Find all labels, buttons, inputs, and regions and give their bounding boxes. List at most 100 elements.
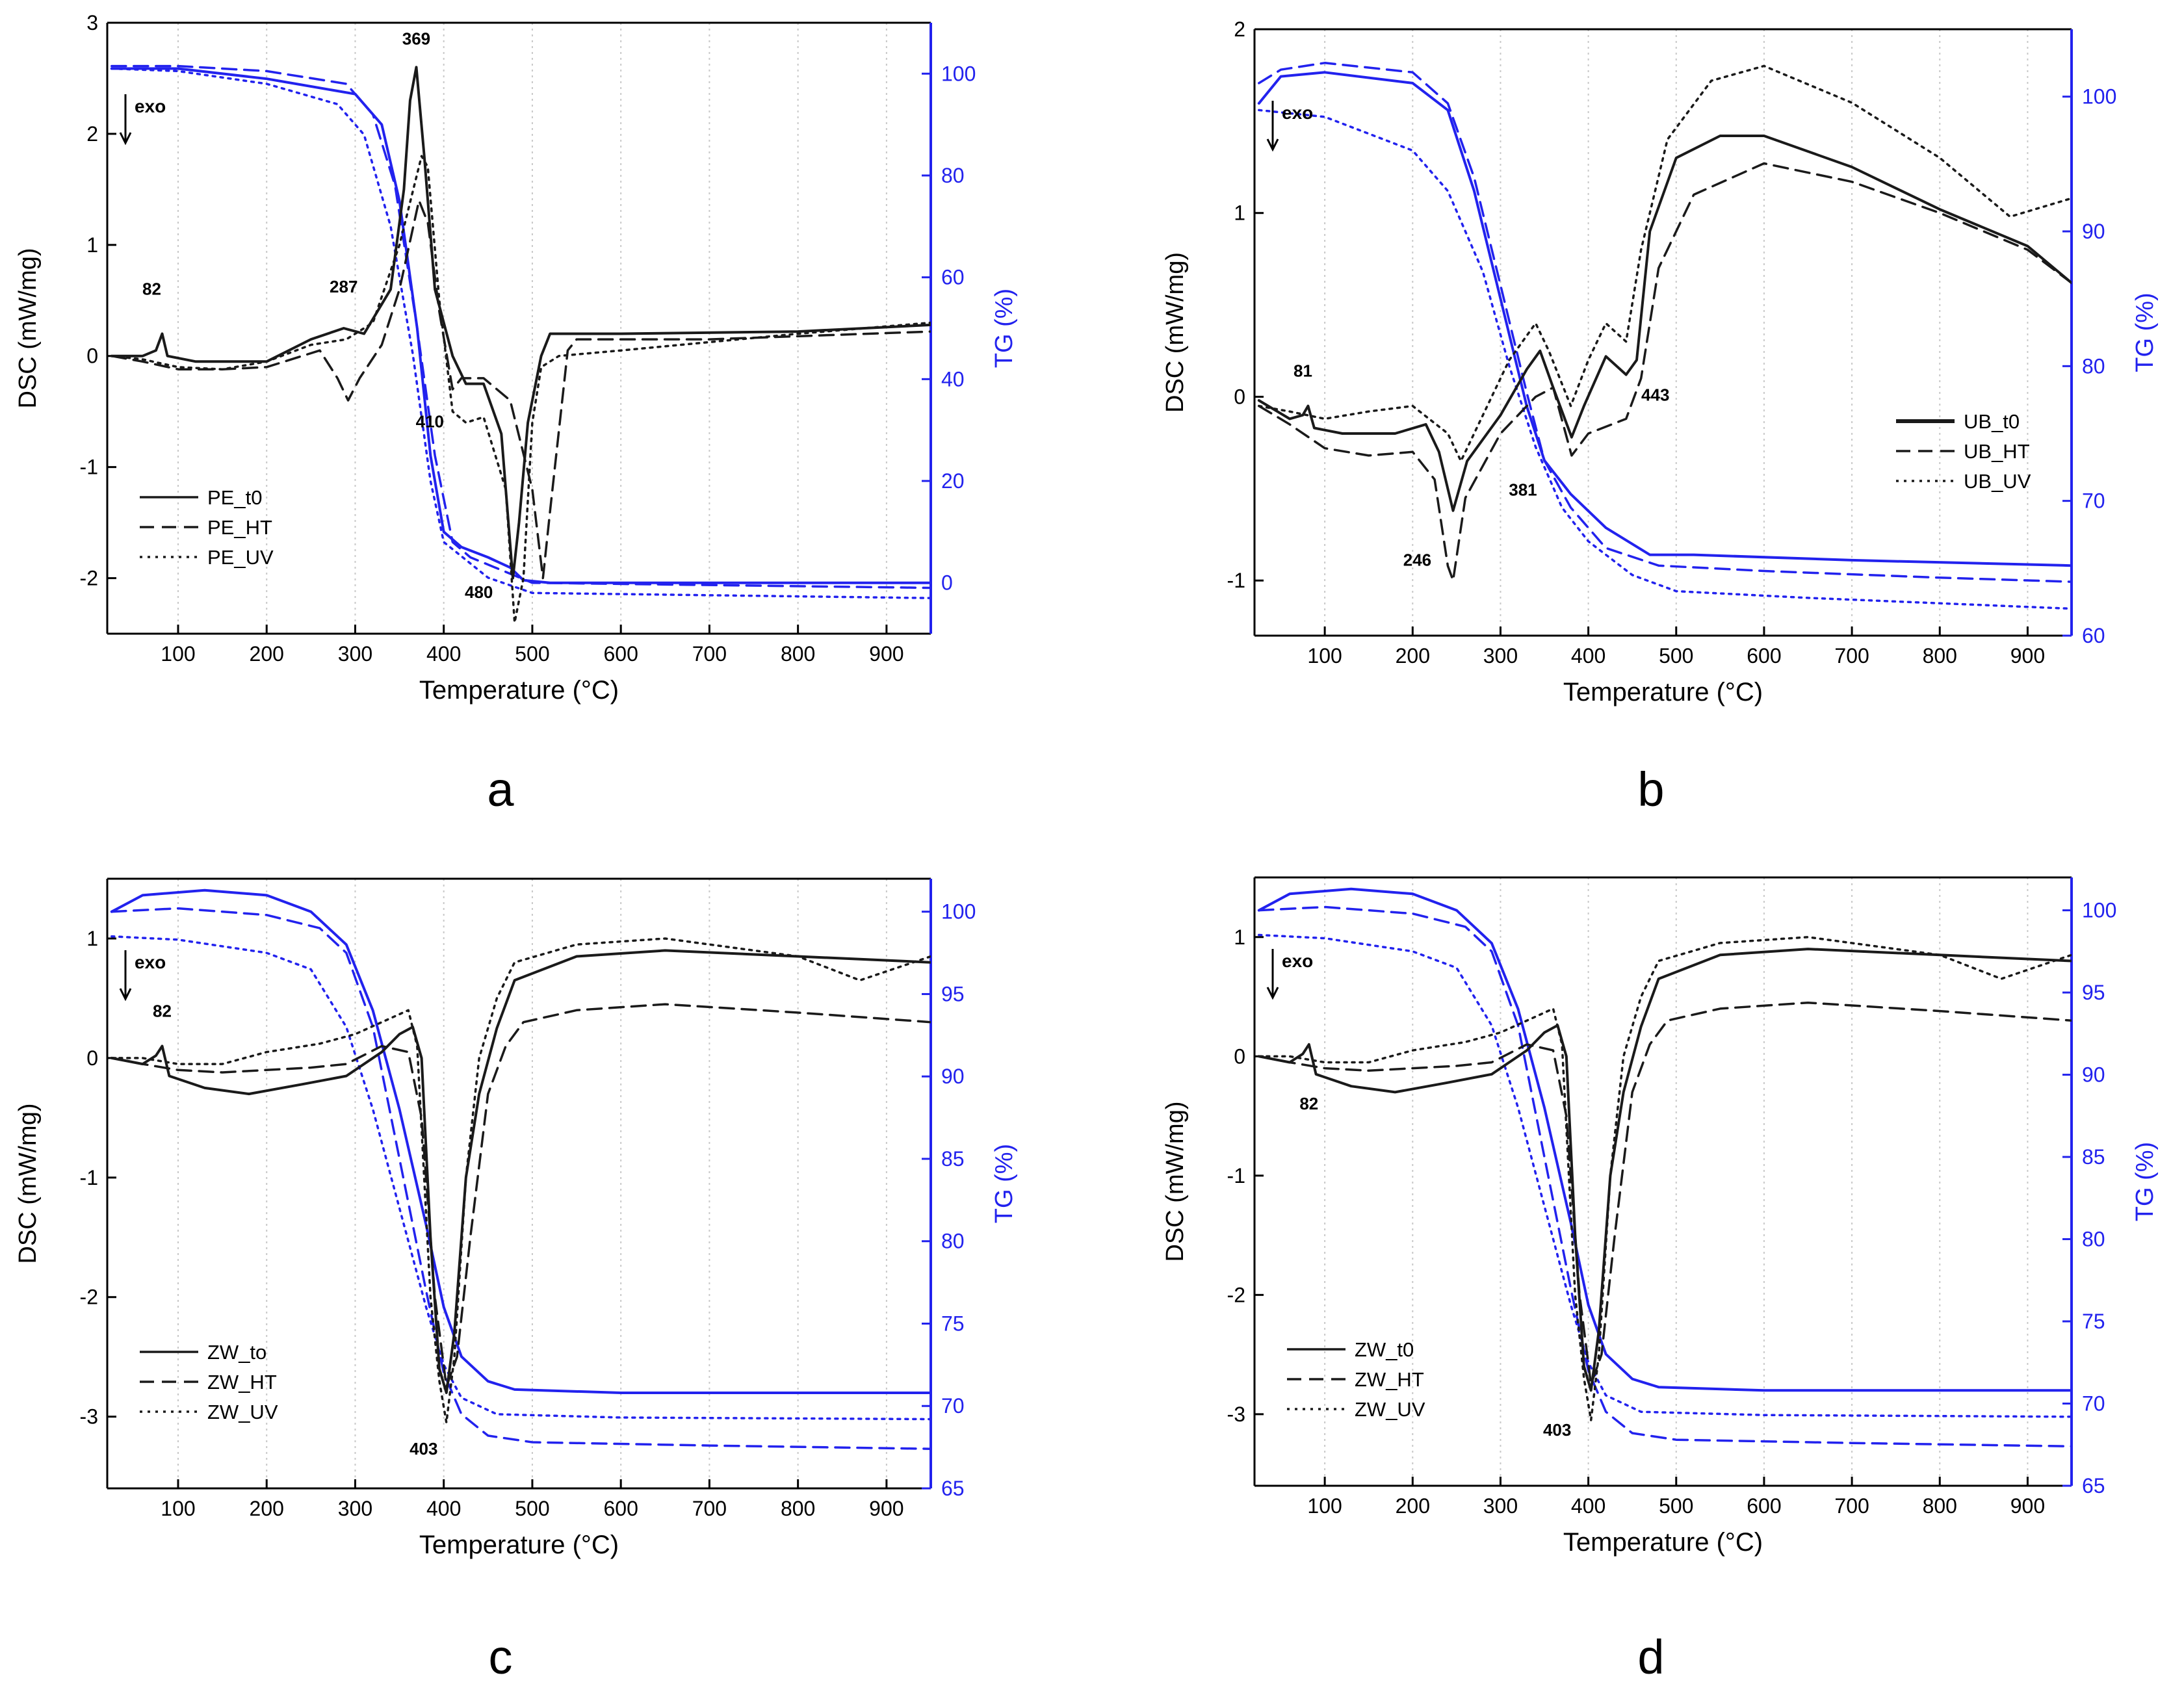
chart-panel-d: 100 200 300 400 500 600 700 800 900 -3 -2 -1 0 1 65 70 7…: [1162, 876, 2159, 1684]
y-left-tick-label: -2: [1227, 1283, 1245, 1306]
x-tick-label: 300: [1483, 1494, 1518, 1518]
peak-annotation: 403: [410, 1439, 437, 1458]
y-left-tick-label: 3: [86, 11, 98, 34]
peak-annotation: 82: [153, 1001, 172, 1020]
y-right-tick-label: 20: [941, 469, 965, 493]
legend-label: PE_t0: [207, 486, 262, 509]
y-right-tick-label: 95: [941, 982, 965, 1005]
legend-label: PE_HT: [207, 516, 272, 539]
y-right-tick-label: 40: [941, 367, 965, 391]
y-left-tick-label: -2: [80, 567, 98, 590]
tg-series-ZW_HT: [1258, 905, 2072, 1448]
y-left-tick-label: 0: [1234, 385, 1245, 408]
tg-series-PE_t0: [110, 67, 931, 584]
y-right-tick-label: 65: [941, 1477, 965, 1500]
y-right-tick-label: 80: [2082, 354, 2105, 378]
x-tick-label: 700: [692, 642, 727, 666]
legend-label: ZW_UV: [1355, 1398, 1425, 1421]
dsc-series-UB_HT: [1258, 162, 2072, 582]
peak-annotation: 287: [330, 277, 358, 296]
y-right-tick-label: 90: [2082, 220, 2105, 243]
x-tick-label: 500: [1659, 644, 1693, 667]
plot-area: [1257, 62, 2072, 610]
dsc-series-ZW_UV: [110, 937, 931, 1424]
y-right-tick-label: 70: [2082, 1392, 2105, 1416]
dsc-series-ZW_to: [110, 949, 931, 1394]
x-tick-label: 500: [515, 642, 549, 666]
x-tick-label: 200: [250, 1497, 284, 1520]
y-left-tick-label: 0: [86, 1046, 98, 1070]
x-tick-label: 500: [515, 1497, 549, 1520]
chart-panel-a: 100 200 300 400 500 600 700 800 900 -2 -1 0 1 2 3 0 20 40…: [14, 11, 1018, 816]
y-right-tick-label: 60: [2082, 624, 2105, 647]
dsc-series-UB_t0: [1257, 135, 2072, 512]
x-tick-label: 700: [1834, 644, 1869, 667]
exo-arrow-head: [119, 132, 132, 146]
chart-panel-c: 100 200 300 400 500 600 700 800 900 -3 -2 -1 0 1 65 70 7…: [14, 877, 1018, 1684]
x-tick-label: 700: [1834, 1494, 1869, 1518]
x-tick-label: 800: [781, 642, 815, 666]
tg-series-UB_UV: [1258, 109, 2072, 610]
y-right-axis-title: TG (%): [2131, 1142, 2159, 1221]
plot-area: [1257, 887, 2072, 1448]
legend-label: ZW_HT: [207, 1371, 277, 1393]
exo-label: exo: [1282, 951, 1313, 971]
plot-area: [110, 64, 931, 624]
peak-annotation: 443: [1641, 385, 1669, 405]
y-right-tick-label: 80: [941, 164, 965, 187]
x-tick-label: 900: [2010, 644, 2045, 667]
panel-letter: a: [487, 762, 514, 816]
panel-letter: c: [489, 1630, 513, 1684]
x-tick-label: 400: [1571, 644, 1606, 667]
peak-annotation: 480: [465, 582, 493, 602]
x-tick-label: 100: [161, 642, 195, 666]
dsc-series-ZW_t0: [1257, 948, 2072, 1392]
y-right-axis-title: TG (%): [2131, 292, 2159, 372]
x-tick-label: 600: [1747, 644, 1781, 667]
x-tick-label: 900: [2010, 1494, 2045, 1518]
dsc-series-PE_UV: [110, 155, 931, 624]
x-axis-title: Temperature (°C): [419, 1531, 619, 1559]
y-right-tick-label: 75: [2082, 1310, 2105, 1333]
y-right-tick-label: 100: [941, 62, 976, 85]
y-right-tick-label: 100: [2082, 85, 2116, 109]
peak-annotation: 381: [1509, 480, 1537, 500]
x-tick-label: 800: [1923, 644, 1957, 667]
x-tick-label: 300: [1483, 644, 1518, 667]
x-axis-title: Temperature (°C): [1563, 1528, 1763, 1557]
x-tick-label: 600: [1747, 1494, 1781, 1518]
tg-series-UB_HT: [1258, 62, 2072, 583]
plot-area: [110, 888, 931, 1450]
y-left-tick-label: -3: [80, 1405, 98, 1429]
exo-label: exo: [135, 952, 166, 972]
y-right-axis-title: TG (%): [991, 1144, 1018, 1223]
peak-annotation: 403: [1543, 1420, 1571, 1440]
x-tick-label: 900: [869, 642, 904, 666]
y-right-tick-label: 100: [2082, 899, 2116, 922]
y-left-axis-title: DSC (mW/mg): [14, 248, 42, 409]
y-right-axis-title: TG (%): [991, 289, 1018, 368]
tg-series-ZW_UV: [110, 935, 931, 1421]
x-tick-label: 300: [338, 1497, 372, 1520]
y-right-tick-label: 80: [2082, 1228, 2105, 1251]
y-right-tick-label: 95: [2082, 981, 2105, 1004]
x-tick-label: 700: [692, 1497, 727, 1520]
y-right-tick-label: 65: [2082, 1474, 2105, 1497]
exo-arrow-head: [119, 988, 132, 1002]
tg-series-ZW_UV: [1258, 933, 2072, 1418]
peak-annotation: 246: [1403, 551, 1431, 570]
y-left-tick-label: -1: [1227, 1164, 1245, 1187]
dsc-series-ZW_HT: [110, 1003, 931, 1388]
y-left-tick-label: 2: [1234, 18, 1245, 41]
y-right-tick-label: 70: [2082, 489, 2105, 513]
x-tick-label: 900: [869, 1497, 904, 1520]
x-tick-label: 600: [603, 1497, 638, 1520]
exo-arrow-head: [1266, 987, 1279, 1000]
dsc-series-ZW_UV: [1258, 936, 2072, 1421]
y-right-tick-label: 0: [941, 571, 953, 595]
x-tick-label: 400: [1571, 1494, 1606, 1518]
peak-annotation: 82: [1299, 1094, 1318, 1113]
y-right-tick-label: 80: [941, 1230, 965, 1253]
y-left-tick-label: -1: [80, 456, 98, 479]
